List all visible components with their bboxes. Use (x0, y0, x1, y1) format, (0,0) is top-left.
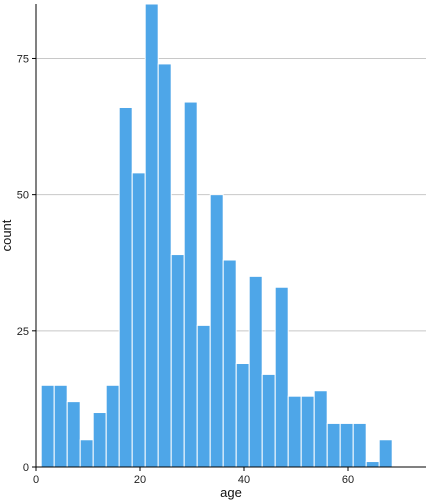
histogram-bar (40, 384, 55, 468)
histogram-bar (118, 106, 133, 468)
histogram-bar (196, 324, 211, 468)
histogram-bar (261, 373, 276, 468)
histogram-bar (105, 384, 120, 468)
histogram-bar (287, 395, 302, 468)
y-tick-label: 0 (23, 462, 29, 474)
histogram-bar (326, 422, 341, 468)
x-tick-label: 20 (134, 474, 146, 486)
x-axis-label: age (220, 485, 242, 500)
histogram-bars (40, 3, 393, 468)
histogram-bar (79, 439, 94, 468)
histogram-bar (209, 194, 224, 468)
histogram-bar (144, 3, 159, 468)
histogram-bar (378, 439, 393, 468)
x-tick-label: 60 (342, 474, 354, 486)
histogram-bar (365, 461, 380, 468)
histogram-bar (274, 286, 289, 468)
y-tick-label: 75 (17, 53, 29, 65)
axes (35, 4, 426, 468)
histogram-bar (222, 259, 237, 468)
histogram-bar (300, 395, 315, 468)
y-axis-label: count (0, 219, 14, 251)
histogram-bar (131, 172, 146, 468)
histogram-bar (66, 401, 81, 468)
histogram-bar (92, 412, 107, 468)
histogram-bar (170, 254, 185, 468)
histogram-bar (313, 390, 328, 468)
histogram-bar (339, 422, 354, 468)
histogram-bar (157, 63, 172, 468)
histogram-bar (53, 384, 68, 468)
histogram-bar (352, 422, 367, 468)
x-tick-label: 40 (238, 474, 250, 486)
histogram-bar (235, 363, 250, 468)
histogram-bar (183, 101, 198, 468)
y-tick-label: 25 (17, 326, 29, 338)
tick-labels: 0 25 50 75 0 20 40 60 (17, 53, 354, 486)
y-tick-label: 50 (17, 190, 29, 202)
histogram-bar (248, 275, 263, 468)
x-tick-label: 0 (33, 474, 39, 486)
